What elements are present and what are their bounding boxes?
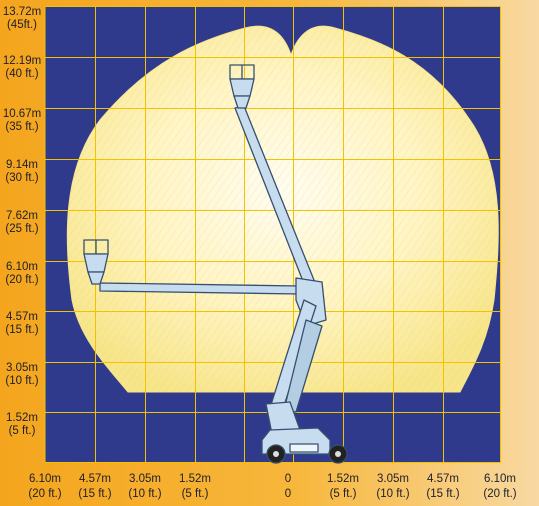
x-label-ft: (15 ft.) <box>426 488 460 500</box>
y-label-ft: (40 ft.) <box>5 68 39 80</box>
y-label-m: 7.62m <box>6 210 38 222</box>
wheels <box>266 444 348 464</box>
x-label-m: 1.52m <box>179 473 211 485</box>
y-label-m: 10.67m <box>2 108 42 120</box>
chassis-panel <box>289 443 319 453</box>
x-label-right-20ft: 6.10m (20 ft.) <box>470 472 530 502</box>
y-label-m: 1.52m <box>6 412 38 424</box>
x-label-right-5ft: 1.52m (5 ft.) <box>313 472 373 502</box>
x-label-left-5ft: 1.52m (5 ft.) <box>165 472 225 502</box>
boom-lift-illustration <box>83 64 348 464</box>
y-label-ft: (10 ft.) <box>5 375 39 387</box>
y-label-ft: (45ft.) <box>6 19 38 31</box>
y-label-m: 6.10m <box>6 261 38 273</box>
x-label-m: 6.10m <box>484 473 516 485</box>
y-label-m: 3.05m <box>6 362 38 374</box>
y-label-30ft: 9.14m (30 ft.) <box>0 159 44 185</box>
x-label-ft: (5 ft.) <box>329 488 357 500</box>
x-label-left-20ft: 6.10m (20 ft.) <box>15 472 75 502</box>
y-label-ft: (35 ft.) <box>5 121 39 133</box>
x-label-m: 4.57m <box>427 473 459 485</box>
x-label-ft: (10 ft.) <box>128 488 162 500</box>
y-label-5ft: 1.52m (5 ft.) <box>0 412 44 438</box>
x-label-m: 4.57m <box>79 473 111 485</box>
y-label-ft: (15 ft.) <box>5 324 39 336</box>
x-label-left-10ft: 3.05m (10 ft.) <box>115 472 175 502</box>
y-label-20ft: 6.10m (20 ft.) <box>0 261 44 287</box>
y-label-ft: (25 ft.) <box>5 223 39 235</box>
x-label-right-15ft: 4.57m (15 ft.) <box>413 472 473 502</box>
x-label-ft: (10 ft.) <box>376 488 410 500</box>
y-label-10ft: 3.05m (10 ft.) <box>0 362 44 388</box>
x-label-m: 1.52m <box>327 473 359 485</box>
lower-boom-inner <box>283 319 323 413</box>
y-label-ft: (5 ft.) <box>8 425 36 437</box>
x-label-ft: (20 ft.) <box>483 488 517 500</box>
x-label-ft: (15 ft.) <box>78 488 112 500</box>
x-label-ft: (5 ft.) <box>181 488 209 500</box>
x-label-m: 6.10m <box>29 473 61 485</box>
grid-lines <box>44 6 501 463</box>
y-label-m: 9.14m <box>6 159 38 171</box>
x-label-ft: (20 ft.) <box>28 488 62 500</box>
y-label-25ft: 7.62m (25 ft.) <box>0 210 44 236</box>
x-label-ft: 0 <box>284 488 292 500</box>
y-label-m: 13.72m <box>2 6 42 18</box>
top-platform-basket <box>229 64 255 109</box>
y-label-15ft: 4.57m (15 ft.) <box>0 311 44 337</box>
x-label-right-10ft: 3.05m (10 ft.) <box>363 472 423 502</box>
y-label-ft: (30 ft.) <box>5 172 39 184</box>
x-label-m: 0 <box>284 473 292 485</box>
x-label-m: 3.05m <box>377 473 409 485</box>
x-label-m: 3.05m <box>129 473 161 485</box>
y-label-35ft: 10.67m (35 ft.) <box>0 108 44 134</box>
y-label-ft: (20 ft.) <box>5 274 39 286</box>
y-label-m: 4.57m <box>6 311 38 323</box>
x-label-left-15ft: 4.57m (15 ft.) <box>65 472 125 502</box>
y-label-m: 12.19m <box>2 55 42 67</box>
y-label-45ft: 13.72m (45ft.) <box>0 6 44 32</box>
left-platform-basket <box>83 239 109 285</box>
y-label-40ft: 12.19m (40 ft.) <box>0 55 44 81</box>
